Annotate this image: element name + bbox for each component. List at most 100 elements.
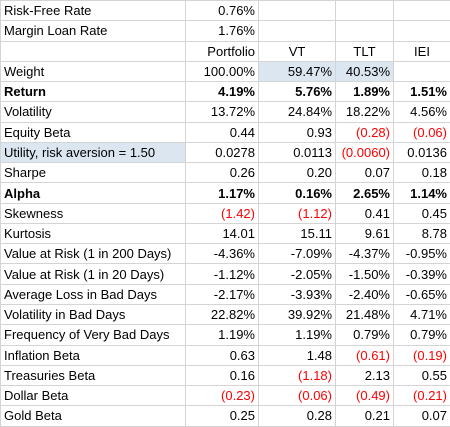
cell: 0.0278 <box>186 142 259 162</box>
cell: 5.76% <box>259 82 336 102</box>
cell: (0.61) <box>336 345 394 365</box>
cell: 1.51% <box>394 82 450 102</box>
cell: -2.40% <box>336 284 394 304</box>
cell: 4.71% <box>394 304 450 324</box>
cell: (1.18) <box>259 365 336 385</box>
cell: 0.16% <box>259 183 336 203</box>
cell: (0.06) <box>394 122 450 142</box>
cell: TLT <box>336 41 394 61</box>
cell: Return <box>1 82 186 102</box>
cell: 40.53% <box>336 61 394 81</box>
cell: -1.12% <box>186 264 259 284</box>
cell: Treasuries Beta <box>1 365 186 385</box>
cell: (1.12) <box>259 203 336 223</box>
cell: (0.0060) <box>336 142 394 162</box>
cell: 1.48 <box>259 345 336 365</box>
cell: 0.25 <box>186 406 259 426</box>
cell: 24.84% <box>259 102 336 122</box>
metric-row: Dollar Beta(0.23)(0.06)(0.49)(0.21) <box>1 386 450 406</box>
cell: Weight <box>1 61 186 81</box>
cell: Equity Beta <box>1 122 186 142</box>
cell: 22.82% <box>186 304 259 324</box>
cell: 0.18 <box>394 163 450 183</box>
cell: Frequency of Very Bad Days <box>1 325 186 345</box>
cell: Value at Risk (1 in 200 Days) <box>1 244 186 264</box>
cell: 1.89% <box>336 82 394 102</box>
cell: 0.79% <box>336 325 394 345</box>
cell: 9.61 <box>336 223 394 243</box>
cell: Gold Beta <box>1 406 186 426</box>
cell: 1.76% <box>186 21 259 41</box>
cell: -0.95% <box>394 244 450 264</box>
cell: Inflation Beta <box>1 345 186 365</box>
cell <box>394 61 450 81</box>
cell <box>259 21 336 41</box>
cell: -0.39% <box>394 264 450 284</box>
metric-row: Value at Risk (1 in 200 Days)-4.36%-7.09… <box>1 244 450 264</box>
cell: 4.56% <box>394 102 450 122</box>
cell <box>336 1 394 21</box>
cell: 0.20 <box>259 163 336 183</box>
cell: (0.28) <box>336 122 394 142</box>
cell <box>1 41 186 61</box>
cell: 0.79% <box>394 325 450 345</box>
cell: 0.16 <box>186 365 259 385</box>
cell: 0.93 <box>259 122 336 142</box>
cell: -3.93% <box>259 284 336 304</box>
cell: -4.37% <box>336 244 394 264</box>
cell: -7.09% <box>259 244 336 264</box>
cell: (0.21) <box>394 386 450 406</box>
cell: Volatility <box>1 102 186 122</box>
cell: 14.01 <box>186 223 259 243</box>
cell: 0.55 <box>394 365 450 385</box>
cell: Utility, risk aversion = 1.50 <box>1 142 186 162</box>
cell: 1.17% <box>186 183 259 203</box>
metric-row: Value at Risk (1 in 20 Days)-1.12%-2.05%… <box>1 264 450 284</box>
cell: 21.48% <box>336 304 394 324</box>
cell: Risk-Free Rate <box>1 1 186 21</box>
cell: (0.49) <box>336 386 394 406</box>
cell: 0.07 <box>336 163 394 183</box>
cell: (0.19) <box>394 345 450 365</box>
cell: -1.50% <box>336 264 394 284</box>
cell: (1.42) <box>186 203 259 223</box>
cell: Skewness <box>1 203 186 223</box>
cell: Value at Risk (1 in 20 Days) <box>1 264 186 284</box>
cell: 1.14% <box>394 183 450 203</box>
metric-row: Average Loss in Bad Days-2.17%-3.93%-2.4… <box>1 284 450 304</box>
cell: Alpha <box>1 183 186 203</box>
cell: 18.22% <box>336 102 394 122</box>
cell: 15.11 <box>259 223 336 243</box>
cell: 0.28 <box>259 406 336 426</box>
cell: Margin Loan Rate <box>1 21 186 41</box>
cell <box>394 1 450 21</box>
cell: -2.05% <box>259 264 336 284</box>
cell: 0.44 <box>186 122 259 142</box>
cell: 4.19% <box>186 82 259 102</box>
cell: (0.23) <box>186 386 259 406</box>
cell: 100.00% <box>186 61 259 81</box>
cell: -0.65% <box>394 284 450 304</box>
cell: 0.63 <box>186 345 259 365</box>
cell: Kurtosis <box>1 223 186 243</box>
cell: 0.26 <box>186 163 259 183</box>
cell <box>394 21 450 41</box>
cell: 0.0113 <box>259 142 336 162</box>
cell: 1.19% <box>259 325 336 345</box>
cell: 39.92% <box>259 304 336 324</box>
cell: 59.47% <box>259 61 336 81</box>
cell: 0.0136 <box>394 142 450 162</box>
